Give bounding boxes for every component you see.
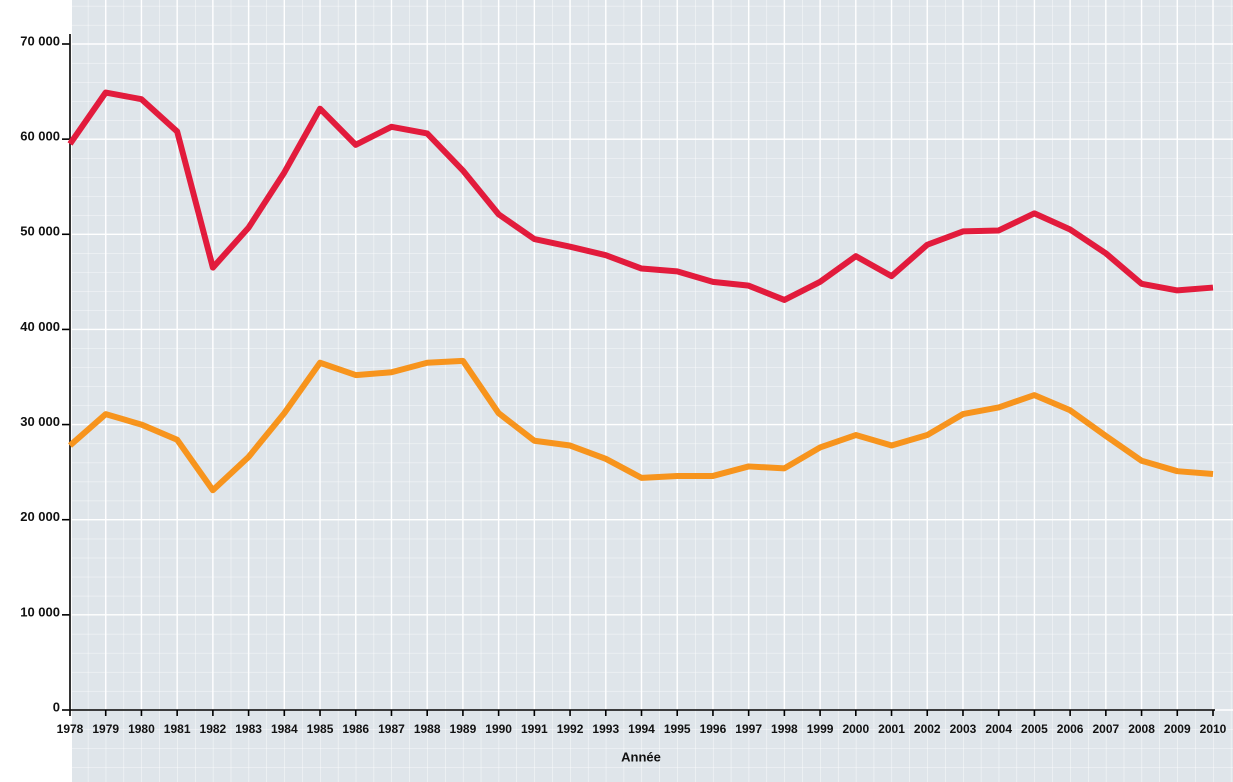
x-tick-label: 1985: [307, 722, 334, 736]
x-tick-label: 1982: [200, 722, 227, 736]
x-tick-label: 1980: [128, 722, 155, 736]
y-tick-label: 40 000: [20, 319, 60, 334]
x-tick-label: 1994: [628, 722, 655, 736]
x-tick-label: 2005: [1021, 722, 1048, 736]
minor-grid: [72, 0, 1233, 782]
x-tick-label: 1986: [342, 722, 369, 736]
x-tick-label: 2002: [914, 722, 941, 736]
x-tick-label: 1978: [57, 722, 84, 736]
x-tick-label: 1987: [378, 722, 405, 736]
x-tick-label: 2009: [1164, 722, 1191, 736]
x-tick-label: 1983: [235, 722, 262, 736]
x-tick-label: 1981: [164, 722, 191, 736]
x-tick-label: 2000: [842, 722, 869, 736]
y-tick-label: 50 000: [20, 224, 60, 239]
series-line: [67, 89, 1214, 303]
x-tick-label: 1993: [592, 722, 619, 736]
series-line: [68, 357, 1214, 494]
x-tick-label: 1995: [664, 722, 691, 736]
y-tick-label: 30 000: [20, 414, 60, 429]
x-tick-label: 2003: [950, 722, 977, 736]
x-tick-label: 1999: [807, 722, 834, 736]
x-tick-label: 1997: [735, 722, 762, 736]
x-tick-label: 2007: [1092, 722, 1119, 736]
y-tick-label: 0: [53, 699, 60, 714]
y-tick-label: 70 000: [20, 33, 60, 48]
x-tick-label: 1979: [92, 722, 119, 736]
y-tick-label: 60 000: [20, 129, 60, 144]
x-tick-label: 2008: [1128, 722, 1155, 736]
x-tick-label: 1990: [485, 722, 512, 736]
x-tick-label: 2006: [1057, 722, 1084, 736]
x-tick-label: 2010: [1200, 722, 1227, 736]
x-tick-label: 1998: [771, 722, 798, 736]
x-tick-label: 2004: [985, 722, 1012, 736]
x-tick-label: 1989: [450, 722, 477, 736]
x-tick-label: 1991: [521, 722, 548, 736]
x-tick-label: 1984: [271, 722, 298, 736]
x-tick-label: 1992: [557, 722, 584, 736]
x-tick-label: 2001: [878, 722, 905, 736]
x-tick-label: 1996: [700, 722, 727, 736]
x-tick-label: 1988: [414, 722, 441, 736]
y-tick-label: 20 000: [20, 509, 60, 524]
x-axis-label: Année: [621, 749, 661, 764]
y-tick-label: 10 000: [20, 604, 60, 619]
